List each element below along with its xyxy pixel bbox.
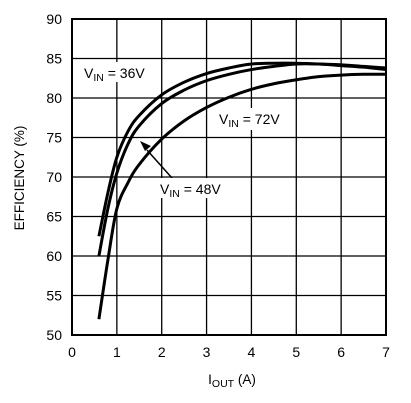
x-tick-label: 6 xyxy=(337,344,345,360)
y-tick-label: 50 xyxy=(46,327,62,343)
x-tick-labels: 0 1 2 3 4 5 6 7 xyxy=(68,344,390,360)
x-tick-label: 1 xyxy=(113,344,121,360)
y-tick-label: 70 xyxy=(46,169,62,185)
y-tick-labels: 50 55 60 65 70 75 80 85 90 xyxy=(46,11,62,343)
plot-frame xyxy=(71,18,387,336)
y-tick-label: 80 xyxy=(46,90,62,106)
vin-48v-callout xyxy=(140,141,173,179)
vin-36v-label: VIN = 36V xyxy=(84,65,145,84)
x-tick-label: 3 xyxy=(203,344,211,360)
series-line-vin-36v xyxy=(97,61,387,237)
y-tick-label: 85 xyxy=(46,51,62,67)
x-tick-label: 2 xyxy=(158,344,166,360)
vin-72v-label-bg xyxy=(215,108,293,130)
vin-48v-arrowhead xyxy=(140,141,151,151)
y-tick-label: 90 xyxy=(46,11,62,27)
y-tick-label: 75 xyxy=(46,130,62,146)
x-tick-label: 7 xyxy=(382,344,390,360)
series-lines xyxy=(97,61,387,320)
vin-48v-label: VIN = 48V xyxy=(160,181,221,200)
x-axis-label: IOUT (A) xyxy=(208,372,256,390)
vin-36v-label-bg xyxy=(80,62,160,82)
y-tick-label: 65 xyxy=(46,209,62,225)
vin-48v-leader-line xyxy=(146,149,173,179)
y-tick-label: 55 xyxy=(46,288,62,304)
x-tick-label: 4 xyxy=(248,344,256,360)
series-line-vin-48v xyxy=(97,62,387,257)
x-tick-label: 5 xyxy=(292,344,300,360)
y-axis-label: EFFICIENCY (%) xyxy=(12,126,27,231)
x-tick-label: 0 xyxy=(68,344,76,360)
series-line-vin-72v xyxy=(97,72,387,320)
vin-48v-label-bg xyxy=(157,178,237,198)
y-tick-label: 60 xyxy=(46,248,62,264)
vin-72v-label: VIN = 72V xyxy=(219,111,280,130)
